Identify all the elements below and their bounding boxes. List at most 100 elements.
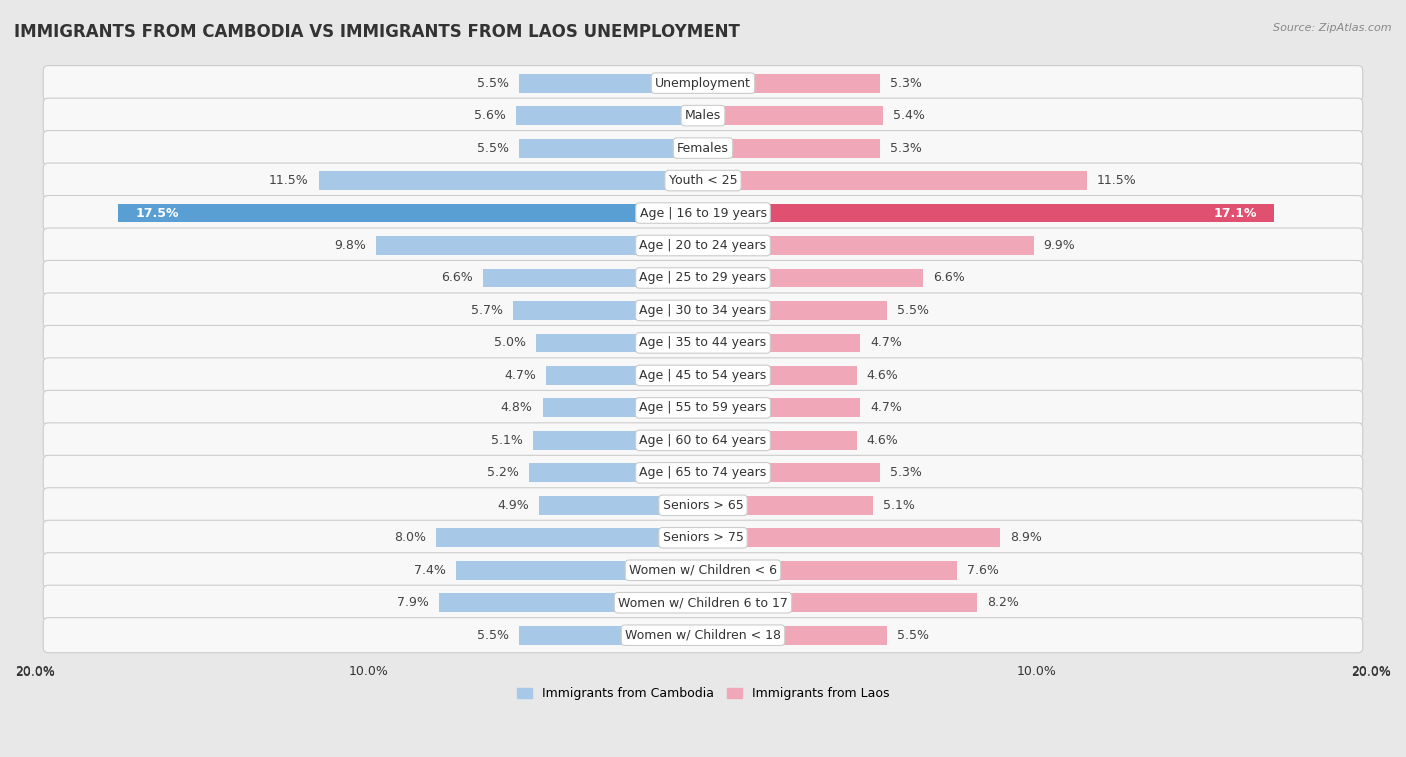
Text: 6.6%: 6.6% (934, 272, 966, 285)
FancyBboxPatch shape (44, 66, 1362, 101)
Text: 5.1%: 5.1% (883, 499, 915, 512)
Bar (482, 269, 703, 288)
Text: 4.7%: 4.7% (505, 369, 536, 382)
Bar (536, 334, 703, 352)
FancyBboxPatch shape (44, 488, 1362, 523)
Text: 5.5%: 5.5% (477, 76, 509, 89)
Bar (703, 269, 924, 288)
Text: 4.8%: 4.8% (501, 401, 533, 414)
FancyBboxPatch shape (44, 293, 1362, 328)
FancyBboxPatch shape (44, 98, 1362, 133)
Bar (118, 204, 703, 223)
Bar (519, 626, 703, 645)
Bar (543, 398, 703, 417)
Bar (703, 528, 1000, 547)
Text: Seniors > 75: Seniors > 75 (662, 531, 744, 544)
Bar (529, 463, 703, 482)
Text: 4.6%: 4.6% (866, 369, 898, 382)
Text: 20.0%: 20.0% (15, 666, 55, 679)
Bar (703, 463, 880, 482)
Text: 5.2%: 5.2% (488, 466, 519, 479)
FancyBboxPatch shape (44, 391, 1362, 425)
Text: Unemployment: Unemployment (655, 76, 751, 89)
FancyBboxPatch shape (44, 228, 1362, 263)
Text: 4.6%: 4.6% (866, 434, 898, 447)
Bar (703, 561, 957, 580)
Text: Age | 55 to 59 years: Age | 55 to 59 years (640, 401, 766, 414)
Text: 8.0%: 8.0% (394, 531, 426, 544)
Bar (519, 73, 703, 92)
Bar (703, 301, 887, 320)
Text: 7.9%: 7.9% (398, 597, 429, 609)
Bar (703, 626, 887, 645)
Text: 6.6%: 6.6% (440, 272, 472, 285)
Bar (533, 431, 703, 450)
Bar (456, 561, 703, 580)
Text: Age | 35 to 44 years: Age | 35 to 44 years (640, 336, 766, 350)
Text: 17.1%: 17.1% (1213, 207, 1257, 220)
Bar (703, 334, 860, 352)
Text: Age | 45 to 54 years: Age | 45 to 54 years (640, 369, 766, 382)
Text: 4.9%: 4.9% (498, 499, 529, 512)
Text: Age | 30 to 34 years: Age | 30 to 34 years (640, 304, 766, 317)
FancyBboxPatch shape (44, 520, 1362, 556)
FancyBboxPatch shape (44, 195, 1362, 231)
Text: 5.3%: 5.3% (890, 142, 922, 154)
Text: Females: Females (678, 142, 728, 154)
Text: 4.7%: 4.7% (870, 336, 901, 350)
Text: Source: ZipAtlas.com: Source: ZipAtlas.com (1274, 23, 1392, 33)
FancyBboxPatch shape (44, 618, 1362, 653)
Text: 4.7%: 4.7% (870, 401, 901, 414)
Text: Women w/ Children 6 to 17: Women w/ Children 6 to 17 (619, 597, 787, 609)
Bar (703, 139, 880, 157)
FancyBboxPatch shape (44, 326, 1362, 360)
Text: 5.6%: 5.6% (474, 109, 506, 122)
Bar (513, 301, 703, 320)
Text: 5.5%: 5.5% (897, 304, 929, 317)
Text: 5.3%: 5.3% (890, 76, 922, 89)
Text: IMMIGRANTS FROM CAMBODIA VS IMMIGRANTS FROM LAOS UNEMPLOYMENT: IMMIGRANTS FROM CAMBODIA VS IMMIGRANTS F… (14, 23, 740, 41)
Text: Age | 20 to 24 years: Age | 20 to 24 years (640, 239, 766, 252)
Bar (703, 73, 880, 92)
Bar (436, 528, 703, 547)
Bar (519, 139, 703, 157)
Bar (319, 171, 703, 190)
Text: Age | 65 to 74 years: Age | 65 to 74 years (640, 466, 766, 479)
Bar (375, 236, 703, 255)
Bar (703, 398, 860, 417)
Text: Women w/ Children < 6: Women w/ Children < 6 (628, 564, 778, 577)
Text: 20.0%: 20.0% (1351, 666, 1391, 679)
Text: Age | 16 to 19 years: Age | 16 to 19 years (640, 207, 766, 220)
Text: Seniors > 65: Seniors > 65 (662, 499, 744, 512)
FancyBboxPatch shape (44, 358, 1362, 393)
Text: 7.4%: 7.4% (413, 564, 446, 577)
Bar (703, 171, 1087, 190)
Text: Males: Males (685, 109, 721, 122)
Text: 8.2%: 8.2% (987, 597, 1019, 609)
FancyBboxPatch shape (44, 163, 1362, 198)
Text: Age | 60 to 64 years: Age | 60 to 64 years (640, 434, 766, 447)
Text: 5.5%: 5.5% (897, 629, 929, 642)
Text: 8.9%: 8.9% (1011, 531, 1042, 544)
Bar (703, 593, 977, 612)
Bar (703, 366, 856, 385)
Bar (703, 204, 1274, 223)
Text: 5.3%: 5.3% (890, 466, 922, 479)
Text: 5.0%: 5.0% (494, 336, 526, 350)
Legend: Immigrants from Cambodia, Immigrants from Laos: Immigrants from Cambodia, Immigrants fro… (512, 683, 894, 706)
Text: 5.7%: 5.7% (471, 304, 502, 317)
Bar (546, 366, 703, 385)
Text: 5.4%: 5.4% (893, 109, 925, 122)
FancyBboxPatch shape (44, 260, 1362, 295)
FancyBboxPatch shape (44, 130, 1362, 166)
Text: 7.6%: 7.6% (967, 564, 998, 577)
Text: 11.5%: 11.5% (269, 174, 309, 187)
Bar (703, 236, 1033, 255)
Text: 5.5%: 5.5% (477, 142, 509, 154)
Text: 5.1%: 5.1% (491, 434, 523, 447)
Text: 9.8%: 9.8% (333, 239, 366, 252)
Text: 5.5%: 5.5% (477, 629, 509, 642)
Text: Women w/ Children < 18: Women w/ Children < 18 (626, 629, 780, 642)
Text: 17.5%: 17.5% (135, 207, 179, 220)
Text: 9.9%: 9.9% (1043, 239, 1076, 252)
